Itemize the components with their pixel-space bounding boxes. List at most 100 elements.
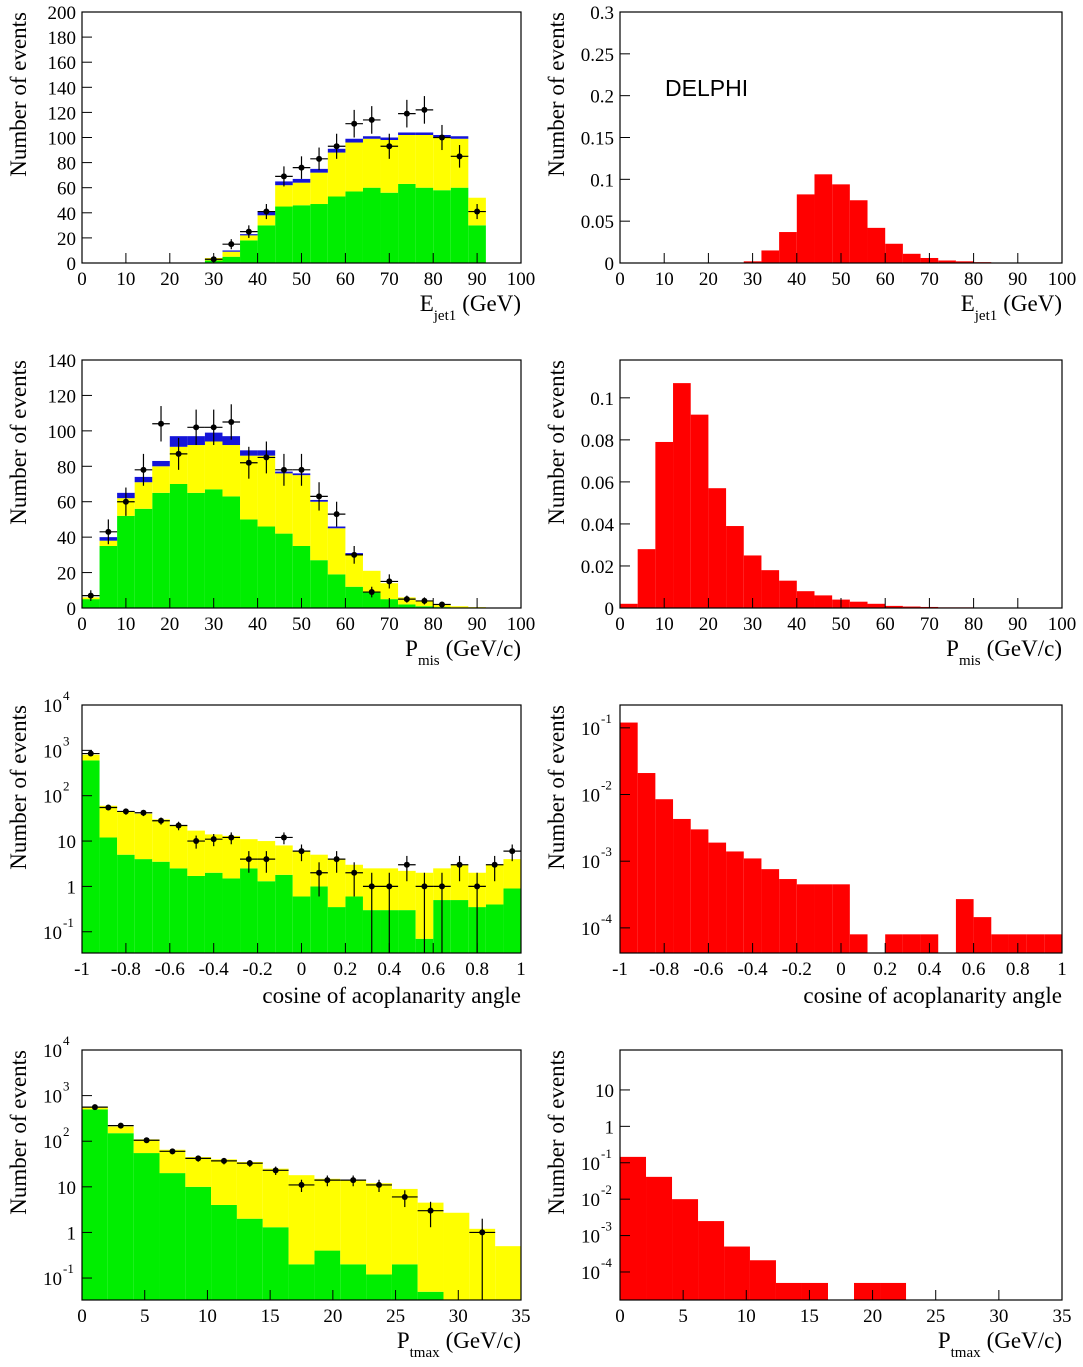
y-tick-label: 0 [605,254,615,275]
y-tick-exponent: -2 [601,1182,612,1197]
bar [443,1212,470,1300]
panel: 0 10 20 30 40 50 60 70 80 90 100 0 20 40 60 80 100 120 140… [6,351,535,669]
bar [310,172,328,205]
y-tick-exponent: -1 [601,1146,612,1161]
data-point [158,420,165,427]
data-point [193,424,200,431]
bar [222,878,241,953]
bar [832,184,850,263]
panel: 0 10 20 30 40 50 60 70 80 90 100 0 0.02 0.04 0.06 0.08 0… [544,359,1076,669]
y-tick-label: 10 [57,1178,76,1199]
x-tick-label: 0.4 [377,959,401,980]
y-tick-exponent: 3 [63,1079,70,1094]
data-point [350,1177,357,1184]
bar [82,754,100,761]
y-tick-label: 10 [43,787,62,808]
x-label-symbol: E [420,291,434,316]
data-point [280,173,287,180]
x-tick-label: 30 [743,269,762,290]
x-tick-label: 60 [336,269,355,290]
bar [152,492,170,608]
plot-area [620,722,1062,953]
x-tick-label: 10 [737,1306,756,1327]
bar [133,1153,160,1300]
bar [620,1156,647,1300]
x-tick-label: 90 [468,614,487,635]
data-point [421,106,428,113]
data-point [228,241,235,248]
data-point [263,208,270,215]
bar [362,187,381,263]
y-tick-label: 10 [581,1227,600,1248]
bar [257,225,276,263]
bar [275,874,293,953]
bar [292,851,311,897]
y-tick-exponent: -3 [601,844,612,859]
bar [204,872,223,953]
y-tick-exponent: -4 [601,911,612,926]
x-tick-label: 0 [615,614,625,635]
y-tick-label: 10 [43,923,62,944]
x-tick-label: 10 [198,1306,217,1327]
panel: -1 -0.8 -0.6 -0.4 -0.2 0 0.2 0.4 0.6 0.8 110410310… [6,688,526,1008]
x-tick-label: 25 [926,1306,945,1327]
y-tick-label: 180 [48,28,77,49]
x-label-unit: (GeV) [462,291,521,316]
x-axis-label: Pmis (GeV/c) [946,636,1062,669]
x-label-unit: (GeV/c) [987,1328,1062,1353]
bar [362,136,381,139]
x-tick-label: 10 [655,269,674,290]
bar [779,232,797,263]
x-tick-label: 80 [964,614,983,635]
bar [107,1133,134,1300]
bar [185,1186,212,1300]
x-tick-label: 15 [800,1306,819,1327]
bar [708,488,727,608]
bar [240,455,258,520]
y-tick-label: 0.05 [581,212,614,233]
y-tick-label: 10 [57,832,76,853]
bar [902,934,921,953]
data-point [456,153,463,160]
x-tick-label: 40 [248,614,267,635]
x-tick-label: 0 [836,959,846,980]
y-tick-exponent: -1 [601,711,612,726]
bar [133,1139,160,1154]
bar [236,1162,263,1219]
x-tick-label: 20 [160,269,179,290]
x-tick-label: 15 [261,1306,280,1327]
bar [415,134,434,188]
data-point [403,596,410,603]
bar [503,859,521,889]
y-tick-exponent: -4 [601,1255,612,1270]
bar [779,879,797,953]
data-point [210,836,217,843]
x-tick-label: 0 [297,959,307,980]
x-tick-label: 90 [1008,269,1027,290]
x-tick-label: 100 [507,269,536,290]
data-point [245,459,252,466]
bar [415,187,434,263]
bar [169,825,188,869]
bar [485,864,504,905]
data-point [280,834,287,841]
bar [867,603,886,608]
bar [327,152,346,197]
bar [646,1176,673,1300]
data-point [438,883,445,890]
bar [775,1282,802,1300]
y-tick-label: 10 [581,1154,600,1175]
data-point [228,834,235,841]
x-axis-label: Ejet1 (GeV) [961,291,1062,324]
bar [366,1274,392,1300]
bar [292,475,311,546]
bar [885,605,903,608]
data-point [175,450,182,457]
plot-frame [619,1049,1063,1301]
y-tick-label: 10 [581,919,600,940]
x-label-unit: (GeV/c) [446,1328,521,1353]
bar [310,168,328,173]
y-tick-exponent: 3 [63,733,70,748]
bar [159,1173,186,1300]
x-axis-label: Ptmax (GeV/c) [938,1328,1062,1361]
